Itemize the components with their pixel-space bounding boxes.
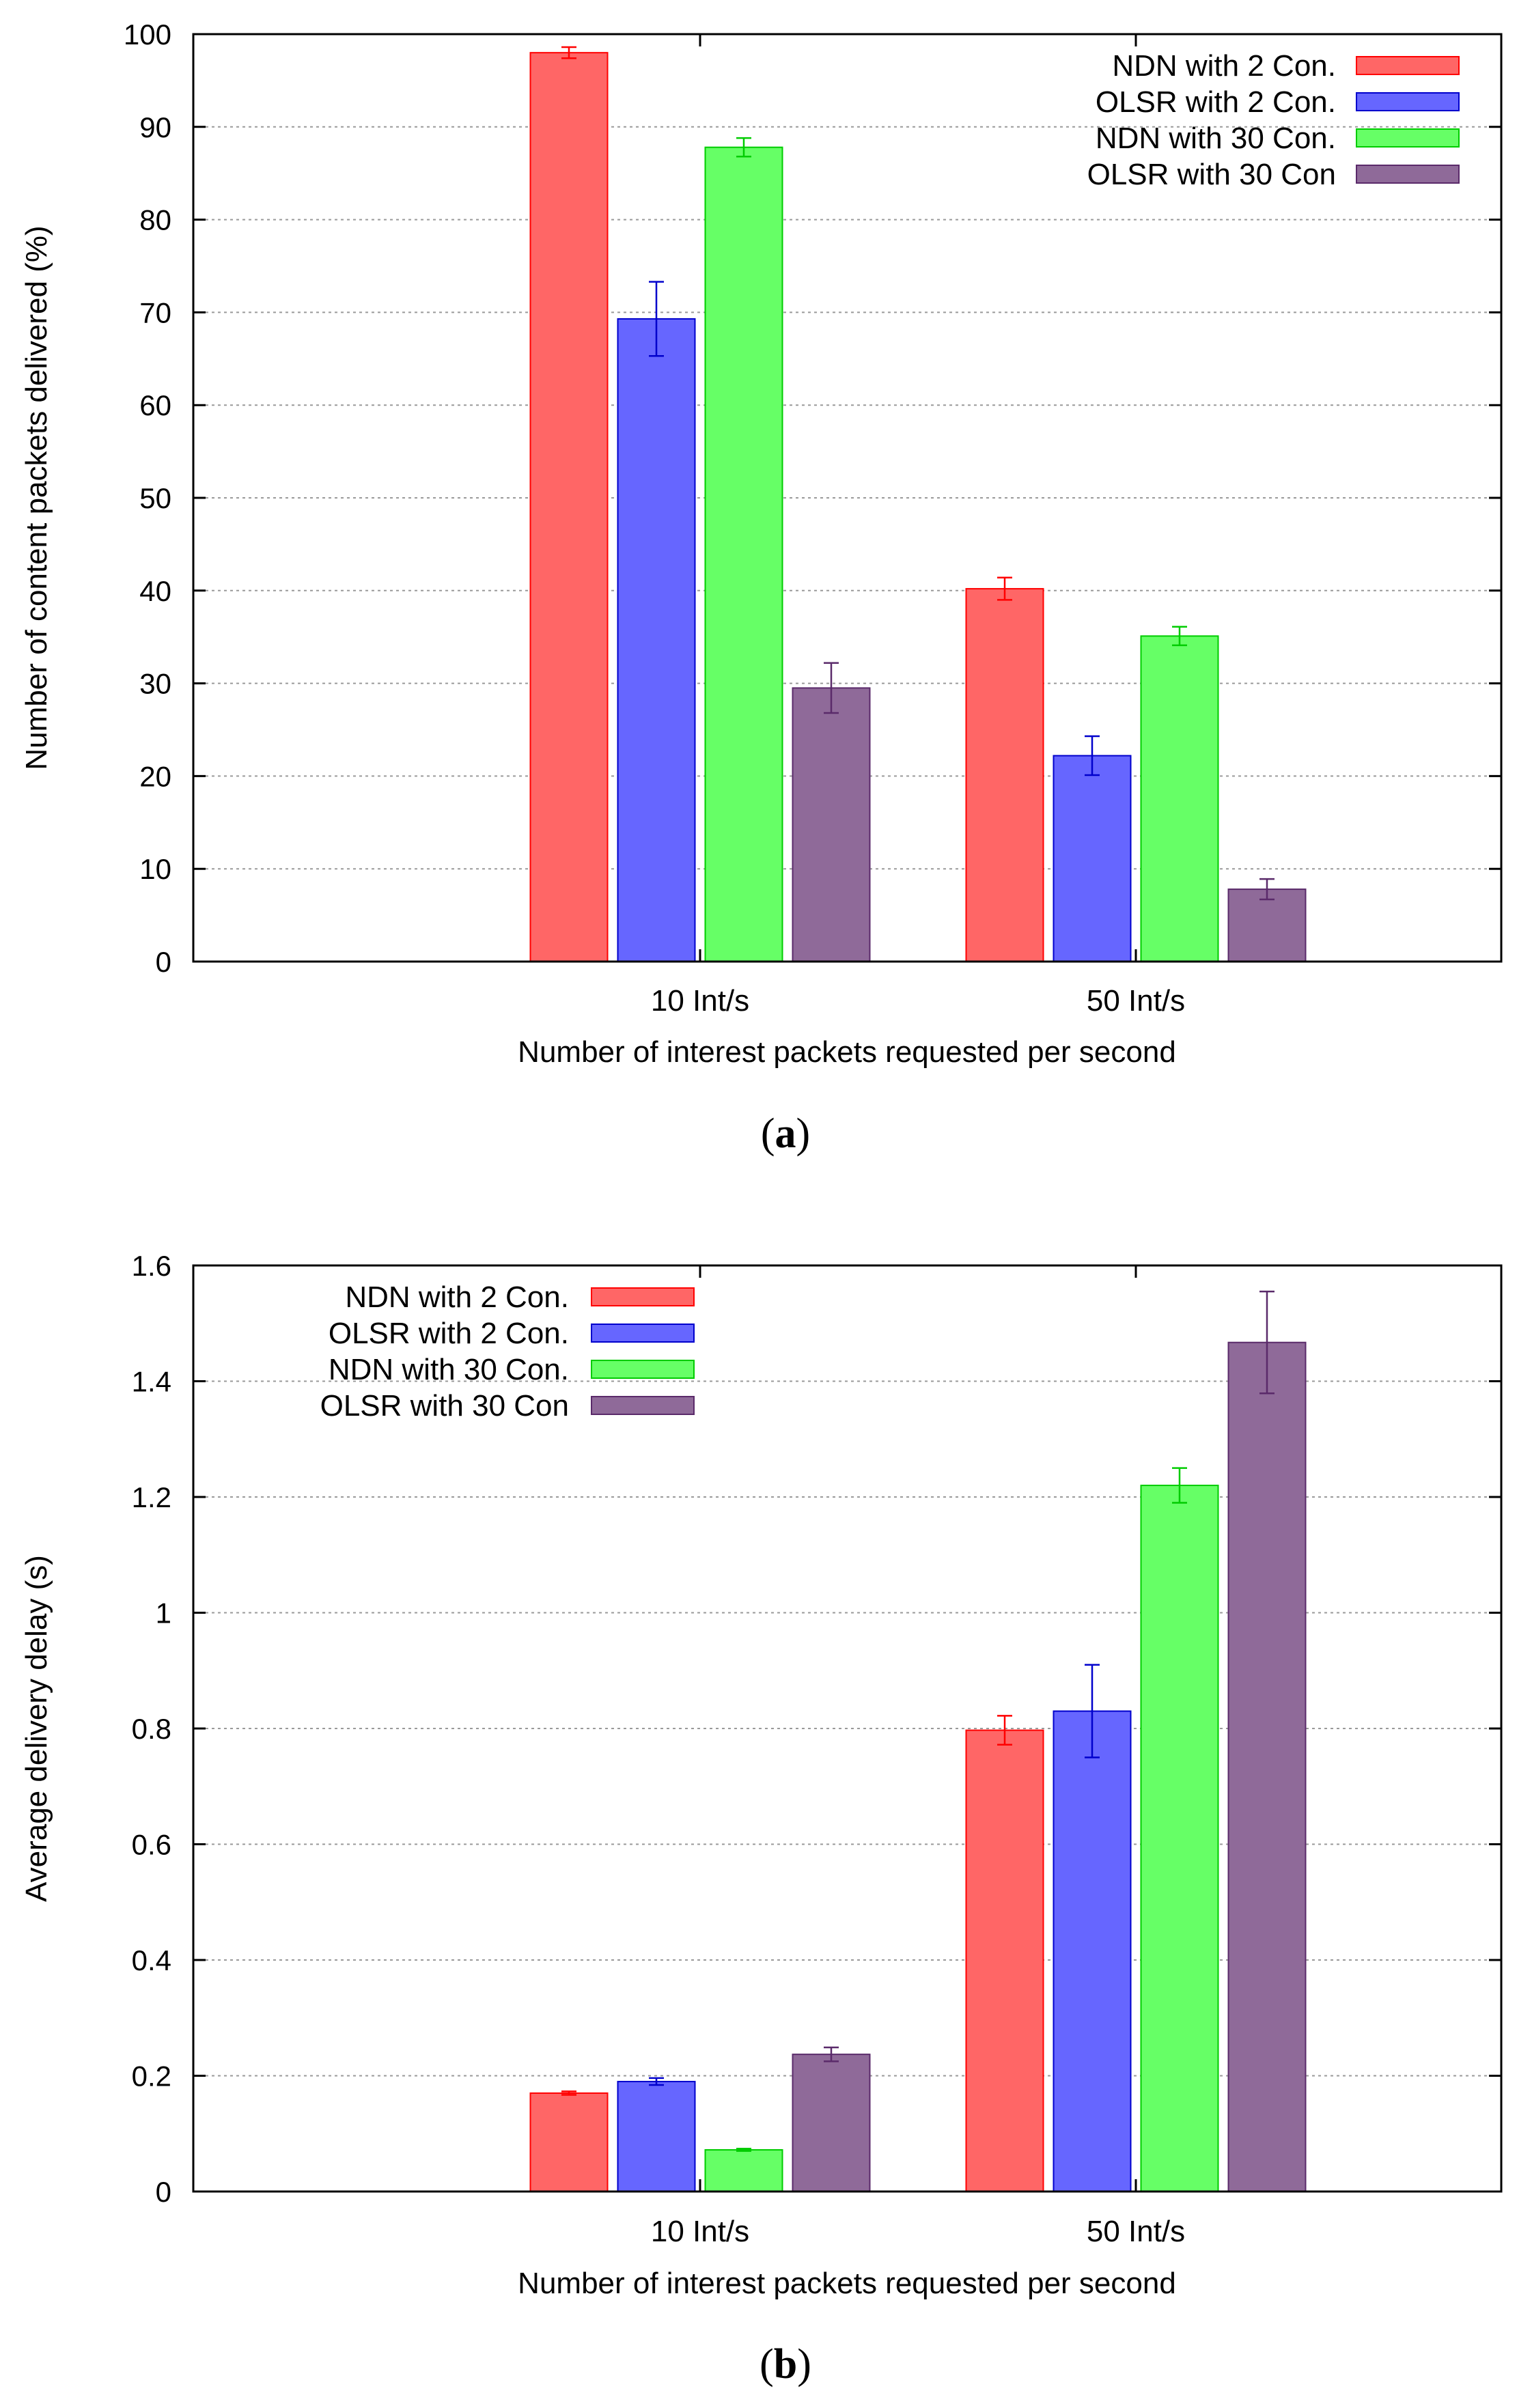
legend-label: OLSR with 30 Con bbox=[1087, 158, 1336, 191]
legend-swatch bbox=[1356, 56, 1460, 75]
bar bbox=[529, 2092, 609, 2193]
panel-a-yticks: 0 10 20 30 40 50 60 70 80 90 100 bbox=[124, 18, 1501, 978]
panel-a-legend: NDN with 2 Con.OLSR with 2 Con.NDN with … bbox=[1087, 49, 1460, 191]
bar bbox=[617, 318, 696, 962]
y-tick-label: 30 bbox=[139, 668, 171, 700]
y-tick-label: 1.4 bbox=[132, 1366, 171, 1398]
panel-a-errorbars bbox=[561, 46, 1275, 901]
bar bbox=[529, 52, 609, 962]
panel-b: 0 0.2 0.4 0.6 0.8 1 1.2 1.4 1.6 10 Int/s 50 Int/s… bbox=[20, 1250, 1503, 2388]
bar bbox=[704, 146, 783, 962]
panel-b-plot-frame bbox=[192, 1264, 1503, 2193]
y-tick-label: 50 bbox=[139, 482, 171, 514]
panel-a-ylabel: Number of content packets delivered (%) bbox=[20, 225, 53, 770]
panel-a-bars bbox=[529, 52, 1307, 963]
legend-swatch bbox=[591, 1287, 695, 1306]
x-tick-label: 10 Int/s bbox=[651, 2215, 749, 2248]
y-tick-label: 0.8 bbox=[132, 1713, 171, 1745]
legend-swatch bbox=[1356, 165, 1460, 184]
legend-swatch bbox=[591, 1396, 695, 1415]
legend-swatch bbox=[1356, 92, 1460, 111]
bar bbox=[1053, 755, 1132, 963]
panel-b-errorbars bbox=[561, 1290, 1275, 2152]
bar bbox=[1140, 635, 1219, 962]
panel-b-ylabel: Average delivery delay (s) bbox=[20, 1555, 53, 1902]
legend-label: NDN with 30 Con. bbox=[329, 1353, 569, 1386]
panel-a-plot-frame bbox=[192, 33, 1503, 963]
panel-a-caption: (a) bbox=[761, 1110, 810, 1157]
y-tick-label: 80 bbox=[139, 204, 171, 236]
bar bbox=[965, 1729, 1044, 2192]
y-tick-label: 1.2 bbox=[132, 1481, 171, 1513]
y-tick-label: 0 bbox=[156, 946, 171, 978]
x-tick-label: 10 Int/s bbox=[651, 984, 749, 1018]
x-tick-label: 50 Int/s bbox=[1087, 2215, 1185, 2248]
y-tick-label: 0.6 bbox=[132, 1829, 171, 1861]
panel-b-legend: NDN with 2 Con.OLSR with 2 Con.NDN with … bbox=[320, 1280, 695, 1423]
bar bbox=[1227, 1341, 1307, 2192]
panel-b-yticks: 0 0.2 0.4 0.6 0.8 1 1.2 1.4 1.6 bbox=[132, 1250, 1501, 2208]
y-tick-label: 10 bbox=[139, 853, 171, 885]
bar bbox=[617, 2080, 696, 2193]
legend-swatch bbox=[1356, 128, 1460, 148]
y-tick-label: 90 bbox=[139, 111, 171, 143]
legend-swatch bbox=[591, 1324, 695, 1343]
legend-label: NDN with 2 Con. bbox=[1112, 49, 1336, 83]
y-tick-label: 40 bbox=[139, 575, 171, 607]
panel-a-xlabel: Number of interest packets requested per… bbox=[518, 1035, 1176, 1069]
legend-label: NDN with 2 Con. bbox=[345, 1280, 569, 1314]
y-tick-label: 70 bbox=[139, 296, 171, 328]
legend-label: OLSR with 30 Con bbox=[320, 1389, 569, 1423]
panel-b-caption-letter: b bbox=[774, 2341, 797, 2388]
y-tick-label: 0.4 bbox=[132, 1944, 171, 1976]
bar bbox=[1053, 1710, 1132, 2192]
bar bbox=[704, 2148, 783, 2192]
bar bbox=[965, 588, 1044, 962]
bar bbox=[1140, 1485, 1219, 2192]
y-tick-label: 20 bbox=[139, 760, 171, 792]
panel-a-xticks: 10 Int/s 50 Int/s bbox=[651, 34, 1185, 1018]
bar bbox=[792, 687, 871, 962]
bar bbox=[792, 2054, 871, 2193]
panel-b-caption: (b) bbox=[760, 2341, 811, 2388]
panel-a-caption-letter: a bbox=[775, 1110, 796, 1157]
y-tick-label: 1.6 bbox=[132, 1250, 171, 1282]
legend-label: OLSR with 2 Con. bbox=[1096, 85, 1336, 119]
y-tick-label: 0 bbox=[156, 2176, 171, 2208]
legend-swatch bbox=[591, 1360, 695, 1379]
x-tick-label: 50 Int/s bbox=[1087, 984, 1185, 1018]
y-tick-label: 0.2 bbox=[132, 2060, 171, 2092]
y-tick-label: 60 bbox=[139, 389, 171, 421]
bar bbox=[1227, 888, 1307, 963]
panel-b-bars bbox=[529, 1341, 1307, 2193]
panel-b-xticks: 10 Int/s 50 Int/s bbox=[651, 1265, 1185, 2248]
legend-label: OLSR with 2 Con. bbox=[329, 1317, 569, 1350]
panel-b-xlabel: Number of interest packets requested per… bbox=[518, 2267, 1176, 2300]
y-tick-label: 100 bbox=[124, 18, 171, 51]
y-tick-label: 1 bbox=[156, 1597, 171, 1629]
legend-label: NDN with 30 Con. bbox=[1096, 122, 1336, 155]
